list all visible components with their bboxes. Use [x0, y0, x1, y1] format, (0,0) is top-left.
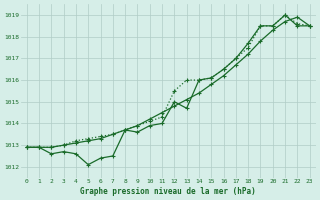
X-axis label: Graphe pression niveau de la mer (hPa): Graphe pression niveau de la mer (hPa) — [80, 187, 256, 196]
